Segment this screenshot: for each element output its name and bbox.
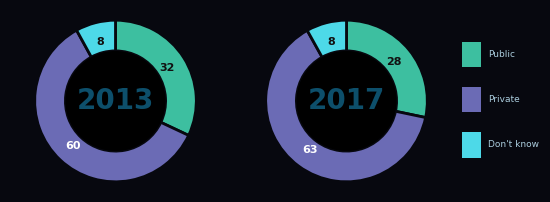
FancyBboxPatch shape bbox=[462, 42, 481, 67]
Text: 2017: 2017 bbox=[308, 87, 385, 115]
Text: 60: 60 bbox=[65, 141, 81, 151]
Wedge shape bbox=[35, 30, 189, 182]
Circle shape bbox=[66, 52, 165, 150]
Wedge shape bbox=[76, 20, 116, 57]
Wedge shape bbox=[346, 20, 427, 118]
Text: 8: 8 bbox=[96, 37, 104, 46]
Text: Don't know: Don't know bbox=[488, 140, 540, 149]
Wedge shape bbox=[116, 20, 196, 135]
FancyBboxPatch shape bbox=[462, 87, 481, 112]
Text: 63: 63 bbox=[302, 145, 318, 156]
Text: Private: Private bbox=[488, 95, 520, 104]
Wedge shape bbox=[266, 30, 426, 182]
Text: Public: Public bbox=[488, 50, 515, 59]
Circle shape bbox=[297, 52, 396, 150]
Wedge shape bbox=[307, 20, 346, 57]
Text: 2013: 2013 bbox=[77, 87, 154, 115]
Text: 8: 8 bbox=[327, 37, 335, 46]
Text: 32: 32 bbox=[160, 63, 175, 73]
Text: 28: 28 bbox=[387, 57, 402, 67]
FancyBboxPatch shape bbox=[462, 132, 481, 158]
